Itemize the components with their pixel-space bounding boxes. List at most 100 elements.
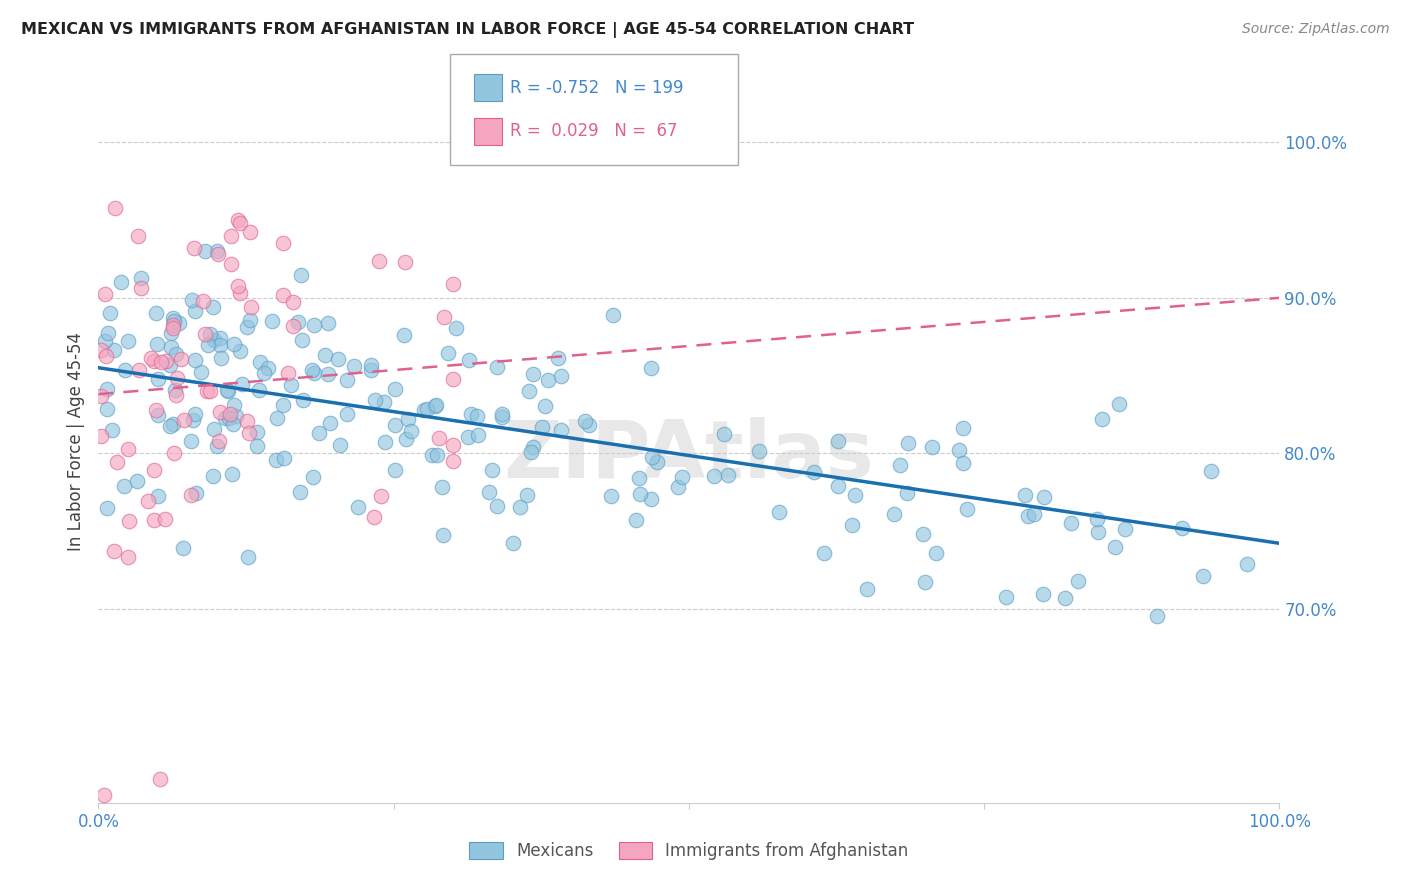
Point <box>112 479 135 493</box>
Point <box>162 314 184 328</box>
Point <box>271 236 294 251</box>
Point <box>264 453 287 467</box>
Point <box>194 326 217 341</box>
Point <box>162 417 184 432</box>
Point <box>225 409 247 423</box>
Point <box>236 550 259 565</box>
Point <box>856 582 879 596</box>
Point <box>205 244 228 259</box>
Point <box>93 334 115 348</box>
Point <box>703 468 725 483</box>
Point <box>813 546 835 560</box>
Point <box>117 442 139 456</box>
Point <box>146 337 169 351</box>
Text: Source: ZipAtlas.com: Source: ZipAtlas.com <box>1241 22 1389 37</box>
Point <box>148 489 170 503</box>
Point <box>640 361 662 376</box>
Point <box>207 247 229 261</box>
Point <box>645 455 668 469</box>
Point <box>271 288 294 302</box>
Point <box>271 398 294 412</box>
Point <box>155 354 177 368</box>
Point <box>101 423 124 437</box>
Point <box>478 485 501 500</box>
Point <box>308 425 330 440</box>
Point <box>994 590 1017 604</box>
Point <box>170 352 193 367</box>
Point <box>550 368 572 383</box>
Point <box>218 410 240 425</box>
Point <box>302 318 325 332</box>
Point <box>184 407 207 421</box>
Point <box>363 510 385 524</box>
Point <box>803 466 825 480</box>
Point <box>896 486 918 500</box>
Point <box>441 454 464 468</box>
Point <box>914 575 936 590</box>
Point <box>117 549 139 564</box>
Point <box>301 470 323 484</box>
Point <box>491 407 513 421</box>
Point <box>384 463 406 477</box>
Point <box>194 244 217 259</box>
Point <box>221 417 243 431</box>
Point <box>202 300 225 314</box>
Point <box>335 407 357 421</box>
Point <box>394 255 416 269</box>
Point <box>142 463 165 477</box>
Point <box>110 275 132 289</box>
Point <box>127 475 149 489</box>
Point <box>519 444 541 458</box>
Point <box>257 360 280 375</box>
Point <box>1066 574 1088 588</box>
Point <box>952 456 974 470</box>
Point <box>184 304 207 318</box>
Point <box>425 398 447 412</box>
Point <box>314 348 336 362</box>
Point <box>180 488 202 502</box>
Point <box>90 343 112 357</box>
Point <box>671 470 693 484</box>
Point <box>1104 541 1126 555</box>
Point <box>416 402 439 417</box>
Point <box>1053 591 1076 606</box>
Point <box>624 513 647 527</box>
Point <box>173 412 195 426</box>
Point <box>370 489 392 503</box>
Point <box>238 425 260 440</box>
Point <box>249 355 271 369</box>
Point <box>172 541 194 555</box>
Point <box>373 435 395 450</box>
Point <box>827 479 849 493</box>
Point <box>166 371 188 385</box>
Point <box>485 360 508 375</box>
Point <box>491 409 513 424</box>
Text: ZIPAtlas: ZIPAtlas <box>503 417 875 495</box>
Point <box>163 446 186 460</box>
Point <box>413 402 436 417</box>
Point <box>197 338 219 352</box>
Point <box>329 438 352 452</box>
Point <box>384 382 406 396</box>
Point <box>343 359 366 373</box>
Point <box>118 515 141 529</box>
Point <box>364 393 387 408</box>
Point <box>396 412 419 426</box>
Point <box>96 382 118 396</box>
Point <box>190 365 212 379</box>
Point <box>90 428 112 442</box>
Point <box>229 285 252 300</box>
Point <box>218 407 240 421</box>
Point <box>666 480 689 494</box>
Point <box>277 366 299 380</box>
Point <box>948 443 970 458</box>
Point <box>1017 509 1039 524</box>
Point <box>423 399 446 413</box>
Point <box>247 383 270 397</box>
Point <box>1060 516 1083 531</box>
Point <box>481 463 503 477</box>
Point <box>1022 507 1045 521</box>
Point <box>228 279 250 293</box>
Point <box>201 468 224 483</box>
Point <box>162 318 184 332</box>
